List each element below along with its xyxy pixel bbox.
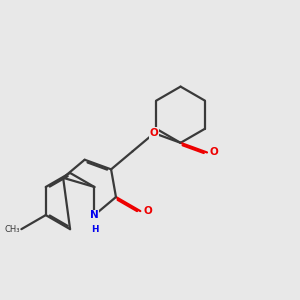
Text: H: H [91,225,98,234]
Text: N: N [90,210,99,220]
Text: O: O [150,128,158,138]
Text: CH₃: CH₃ [4,225,20,234]
Text: O: O [210,147,219,158]
Text: O: O [143,206,152,216]
